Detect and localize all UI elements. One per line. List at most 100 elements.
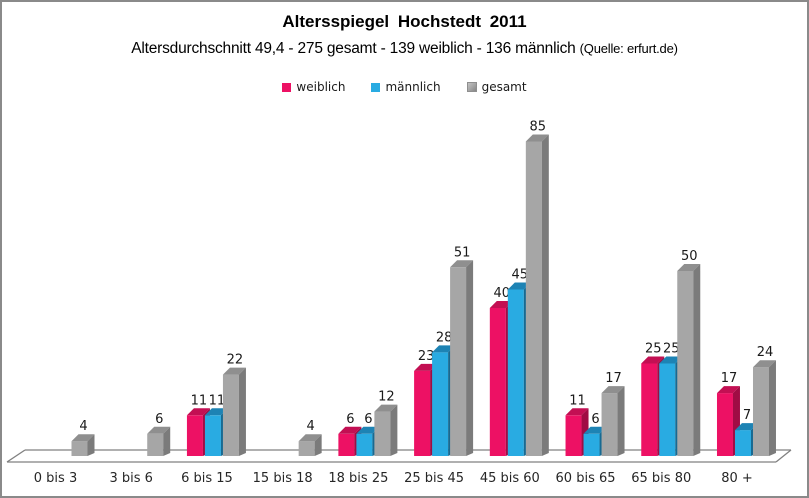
- bar-weiblich-25bis45-top: [414, 363, 438, 371]
- category-label-25bis45: 25 bis 45: [404, 471, 464, 486]
- bar-maennlich-6bis15: [204, 415, 221, 456]
- category-label-15bis18: 15 bis 18: [253, 471, 313, 486]
- legend-item-label: weiblich: [296, 80, 346, 94]
- category-label-80+: 80 +: [721, 471, 753, 486]
- value-label-gesamt-15bis18: 4: [307, 419, 315, 434]
- value-label-maennlich-25bis45: 28: [436, 330, 453, 345]
- category-label-65bis80: 65 bis 80: [631, 471, 691, 486]
- bar-gesamt-6bis15-top: [222, 367, 246, 375]
- floor-side-edge: [6, 449, 26, 463]
- legend-color-swatch-icon: [371, 82, 381, 92]
- chart-header: Altersspiegel Hochstedt 2011 Altersdurch…: [2, 2, 807, 58]
- value-label-weiblich-6bis15: 11: [191, 393, 208, 408]
- bar-gesamt-80+-side: [768, 360, 776, 456]
- bar-maennlich-45bis60-top: [507, 282, 531, 290]
- bar-gesamt-0bis3-side: [87, 434, 95, 456]
- bar-gesamt-65bis80-side: [693, 264, 701, 456]
- category-label-3bis6: 3 bis 6: [109, 471, 152, 486]
- category-label-60bis65: 60 bis 65: [556, 471, 616, 486]
- category-label-6bis15: 6 bis 15: [181, 471, 233, 486]
- value-label-gesamt-65bis80: 50: [681, 249, 698, 264]
- bar-gesamt-15bis18-side: [314, 434, 322, 456]
- bar-weiblich-25bis45: [414, 370, 431, 456]
- bar-gesamt-15bis18-top: [298, 434, 322, 442]
- bar-gesamt-3bis6-side: [163, 426, 171, 456]
- value-label-gesamt-18bis25: 12: [378, 390, 395, 405]
- bar-weiblich-18bis25-top: [338, 426, 362, 434]
- bar-weiblich-60bis65-top: [565, 408, 589, 416]
- category-label-18bis25: 18 bis 25: [328, 471, 388, 486]
- bar-gesamt-25bis45-top: [450, 260, 474, 268]
- value-label-gesamt-25bis45: 51: [454, 245, 471, 260]
- value-label-maennlich-18bis25: 6: [364, 412, 372, 427]
- bar-weiblich-6bis15-top: [186, 408, 210, 416]
- value-label-maennlich-65bis80: 25: [663, 342, 680, 357]
- bar-weiblich-65bis80-top: [641, 356, 665, 364]
- bar-gesamt-25bis45: [450, 267, 467, 456]
- bar-gesamt-45bis60-top: [525, 134, 549, 142]
- bar-gesamt-3bis6-top: [147, 426, 171, 434]
- bar-maennlich-18bis25-top: [356, 426, 380, 434]
- bar-weiblich-60bis65: [565, 415, 582, 456]
- bar-gesamt-15bis18: [298, 441, 315, 456]
- bar-gesamt-60bis65-top: [601, 386, 625, 394]
- value-label-gesamt-6bis15: 22: [227, 353, 244, 368]
- value-label-gesamt-0bis3: 4: [79, 419, 87, 434]
- bar-gesamt-60bis65: [601, 393, 618, 456]
- bar-gesamt-6bis15: [222, 374, 239, 456]
- bar-gesamt-60bis65-side: [617, 386, 625, 456]
- bar-weiblich-80+-top: [716, 386, 740, 394]
- bar-gesamt-6bis15-side: [238, 367, 246, 456]
- chart-legend: weiblich männlich gesamt: [2, 80, 807, 94]
- value-label-gesamt-3bis6: 6: [155, 412, 163, 427]
- bar-maennlich-6bis15-top: [204, 408, 228, 416]
- bar-gesamt-65bis80-top: [677, 264, 701, 271]
- bar-weiblich-6bis15: [186, 415, 203, 456]
- bar-gesamt-80+: [752, 367, 769, 456]
- chart-source: (Quelle: erfurt.de): [579, 41, 678, 56]
- chart-subtitle-text: Altersdurchschnitt 49,4 - 275 gesamt - 1…: [131, 40, 576, 57]
- chart-subtitle: Altersdurchschnitt 49,4 - 275 gesamt - 1…: [2, 40, 807, 58]
- bar-gesamt-45bis60-side: [541, 134, 549, 456]
- bar-maennlich-45bis60: [507, 289, 524, 456]
- value-label-maennlich-80+: 7: [743, 408, 751, 423]
- bar-gesamt-18bis25: [374, 411, 391, 456]
- value-label-gesamt-45bis60: 85: [530, 120, 547, 135]
- bar-weiblich-45bis60-top: [489, 301, 513, 308]
- value-label-gesamt-60bis65: 17: [605, 371, 622, 386]
- bar-weiblich-45bis60: [489, 308, 506, 456]
- value-label-weiblich-18bis25: 6: [346, 412, 354, 427]
- bar-gesamt-65bis80: [677, 271, 694, 456]
- bar-maennlich-25bis45: [432, 352, 449, 456]
- bar-maennlich-65bis80-top: [659, 356, 683, 364]
- bar-gesamt-0bis3: [71, 441, 88, 456]
- legend-item-label: gesamt: [481, 80, 527, 94]
- bar-gesamt-18bis25-side: [390, 404, 398, 456]
- value-label-maennlich-60bis65: 6: [591, 412, 599, 427]
- bar-gesamt-25bis45-side: [466, 260, 474, 456]
- bar-maennlich-80+: [734, 430, 751, 456]
- bar-maennlich-65bis80: [659, 363, 676, 456]
- value-label-maennlich-6bis15: 11: [209, 393, 226, 408]
- bar-weiblich-18bis25: [338, 433, 355, 456]
- legend-color-swatch-icon: [282, 82, 292, 92]
- floor-side-edge: [775, 449, 792, 463]
- bar-maennlich-18bis25: [356, 433, 373, 456]
- bar-weiblich-65bis80: [641, 363, 658, 456]
- legend-item-gesamt: gesamt: [466, 80, 527, 94]
- bar-maennlich-25bis45-top: [432, 345, 456, 353]
- bar-weiblich-80+: [716, 393, 733, 456]
- bar-gesamt-0bis3-top: [71, 434, 95, 442]
- value-label-weiblich-25bis45: 23: [418, 349, 435, 364]
- value-label-weiblich-65bis80: 25: [645, 342, 662, 357]
- category-label-0bis3: 0 bis 3: [34, 471, 77, 486]
- bar-gesamt-18bis25-top: [374, 404, 398, 412]
- bar-maennlich-60bis65: [583, 433, 600, 456]
- value-label-weiblich-60bis65: 11: [569, 393, 586, 408]
- chart-title: Altersspiegel Hochstedt 2011: [282, 12, 527, 31]
- legend-item-label: männlich: [385, 80, 441, 94]
- legend-color-swatch-icon: [466, 82, 477, 92]
- bar-maennlich-80+-top: [734, 423, 758, 431]
- bar-gesamt-3bis6: [147, 433, 164, 456]
